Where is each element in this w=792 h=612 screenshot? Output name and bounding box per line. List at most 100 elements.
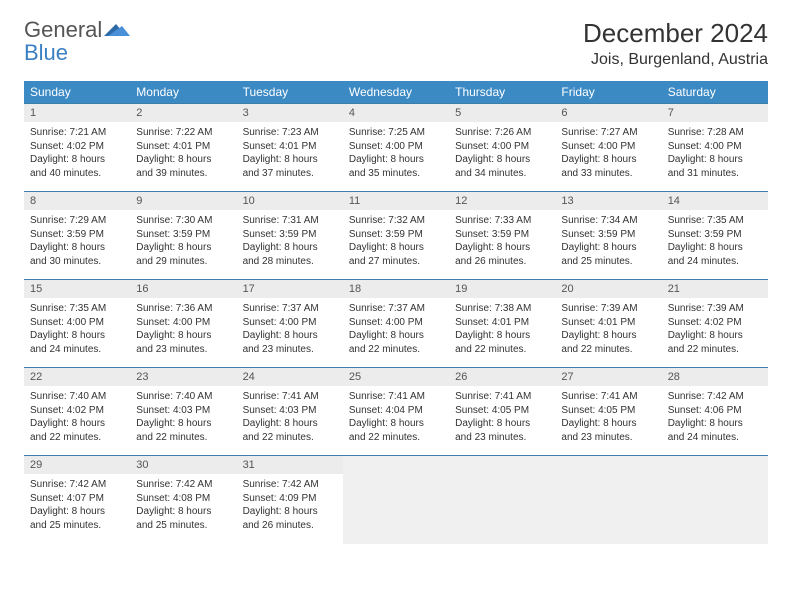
sunrise-text: Sunrise: 7:40 AM [30, 390, 124, 404]
weekday-header: Monday [130, 81, 236, 104]
sunrise-text: Sunrise: 7:29 AM [30, 214, 124, 228]
sunrise-text: Sunrise: 7:31 AM [243, 214, 337, 228]
calendar-cell: 15Sunrise: 7:35 AMSunset: 4:00 PMDayligh… [24, 280, 130, 368]
sunset-text: Sunset: 4:00 PM [668, 140, 762, 154]
day-number: 30 [130, 456, 236, 474]
day-details: Sunrise: 7:41 AMSunset: 4:03 PMDaylight:… [237, 386, 343, 450]
day-number: 23 [130, 368, 236, 386]
day-details: Sunrise: 7:40 AMSunset: 4:02 PMDaylight:… [24, 386, 130, 450]
calendar-cell: 26Sunrise: 7:41 AMSunset: 4:05 PMDayligh… [449, 368, 555, 456]
calendar-table: Sunday Monday Tuesday Wednesday Thursday… [24, 81, 768, 544]
day-number: 17 [237, 280, 343, 298]
sunrise-text: Sunrise: 7:35 AM [30, 302, 124, 316]
day-number: 16 [130, 280, 236, 298]
day-details: Sunrise: 7:38 AMSunset: 4:01 PMDaylight:… [449, 298, 555, 362]
day-number: 27 [555, 368, 661, 386]
day-number: 24 [237, 368, 343, 386]
sunset-text: Sunset: 4:00 PM [349, 316, 443, 330]
daylight-text: Daylight: 8 hours and 23 minutes. [561, 417, 655, 444]
sunset-text: Sunset: 3:59 PM [455, 228, 549, 242]
sunrise-text: Sunrise: 7:42 AM [30, 478, 124, 492]
title-block: December 2024 Jois, Burgenland, Austria [583, 18, 768, 69]
weekday-header: Friday [555, 81, 661, 104]
daylight-text: Daylight: 8 hours and 23 minutes. [136, 329, 230, 356]
day-details: Sunrise: 7:32 AMSunset: 3:59 PMDaylight:… [343, 210, 449, 274]
day-details: Sunrise: 7:36 AMSunset: 4:00 PMDaylight:… [130, 298, 236, 362]
day-details: Sunrise: 7:42 AMSunset: 4:07 PMDaylight:… [24, 474, 130, 538]
day-number: 5 [449, 104, 555, 122]
logo-line1: General [24, 18, 102, 41]
day-details: Sunrise: 7:34 AMSunset: 3:59 PMDaylight:… [555, 210, 661, 274]
day-details: Sunrise: 7:41 AMSunset: 4:05 PMDaylight:… [449, 386, 555, 450]
day-number: 12 [449, 192, 555, 210]
daylight-text: Daylight: 8 hours and 26 minutes. [455, 241, 549, 268]
sunset-text: Sunset: 4:06 PM [668, 404, 762, 418]
day-details: Sunrise: 7:28 AMSunset: 4:00 PMDaylight:… [662, 122, 768, 186]
sunrise-text: Sunrise: 7:34 AM [561, 214, 655, 228]
daylight-text: Daylight: 8 hours and 29 minutes. [136, 241, 230, 268]
daylight-text: Daylight: 8 hours and 22 minutes. [349, 329, 443, 356]
sunset-text: Sunset: 4:00 PM [30, 316, 124, 330]
calendar-cell: 3Sunrise: 7:23 AMSunset: 4:01 PMDaylight… [237, 104, 343, 192]
calendar-cell [555, 456, 661, 544]
day-details: Sunrise: 7:26 AMSunset: 4:00 PMDaylight:… [449, 122, 555, 186]
daylight-text: Daylight: 8 hours and 22 minutes. [30, 417, 124, 444]
day-details: Sunrise: 7:35 AMSunset: 4:00 PMDaylight:… [24, 298, 130, 362]
calendar-cell [449, 456, 555, 544]
calendar-row: 29Sunrise: 7:42 AMSunset: 4:07 PMDayligh… [24, 456, 768, 544]
sunrise-text: Sunrise: 7:41 AM [243, 390, 337, 404]
day-details: Sunrise: 7:21 AMSunset: 4:02 PMDaylight:… [24, 122, 130, 186]
logo-line2: Blue [24, 41, 102, 64]
calendar-cell: 12Sunrise: 7:33 AMSunset: 3:59 PMDayligh… [449, 192, 555, 280]
sunset-text: Sunset: 4:03 PM [243, 404, 337, 418]
day-details: Sunrise: 7:23 AMSunset: 4:01 PMDaylight:… [237, 122, 343, 186]
sunrise-text: Sunrise: 7:35 AM [668, 214, 762, 228]
sunrise-text: Sunrise: 7:26 AM [455, 126, 549, 140]
daylight-text: Daylight: 8 hours and 31 minutes. [668, 153, 762, 180]
daylight-text: Daylight: 8 hours and 22 minutes. [243, 417, 337, 444]
sunset-text: Sunset: 4:01 PM [243, 140, 337, 154]
day-details: Sunrise: 7:42 AMSunset: 4:06 PMDaylight:… [662, 386, 768, 450]
weekday-header: Thursday [449, 81, 555, 104]
calendar-cell [662, 456, 768, 544]
daylight-text: Daylight: 8 hours and 24 minutes. [30, 329, 124, 356]
day-number: 8 [24, 192, 130, 210]
day-number: 22 [24, 368, 130, 386]
sunset-text: Sunset: 3:59 PM [243, 228, 337, 242]
day-number: 20 [555, 280, 661, 298]
weekday-header: Sunday [24, 81, 130, 104]
sunrise-text: Sunrise: 7:41 AM [561, 390, 655, 404]
calendar-cell: 13Sunrise: 7:34 AMSunset: 3:59 PMDayligh… [555, 192, 661, 280]
sunset-text: Sunset: 3:59 PM [349, 228, 443, 242]
sunrise-text: Sunrise: 7:37 AM [349, 302, 443, 316]
calendar-cell: 22Sunrise: 7:40 AMSunset: 4:02 PMDayligh… [24, 368, 130, 456]
daylight-text: Daylight: 8 hours and 22 minutes. [136, 417, 230, 444]
day-details: Sunrise: 7:25 AMSunset: 4:00 PMDaylight:… [343, 122, 449, 186]
calendar-cell: 10Sunrise: 7:31 AMSunset: 3:59 PMDayligh… [237, 192, 343, 280]
day-number: 9 [130, 192, 236, 210]
day-number: 10 [237, 192, 343, 210]
sunrise-text: Sunrise: 7:22 AM [136, 126, 230, 140]
daylight-text: Daylight: 8 hours and 34 minutes. [455, 153, 549, 180]
sunset-text: Sunset: 4:00 PM [349, 140, 443, 154]
calendar-cell: 9Sunrise: 7:30 AMSunset: 3:59 PMDaylight… [130, 192, 236, 280]
daylight-text: Daylight: 8 hours and 23 minutes. [455, 417, 549, 444]
day-details: Sunrise: 7:39 AMSunset: 4:01 PMDaylight:… [555, 298, 661, 362]
sunset-text: Sunset: 4:02 PM [30, 404, 124, 418]
sunrise-text: Sunrise: 7:37 AM [243, 302, 337, 316]
sunrise-text: Sunrise: 7:41 AM [349, 390, 443, 404]
calendar-cell: 21Sunrise: 7:39 AMSunset: 4:02 PMDayligh… [662, 280, 768, 368]
day-details: Sunrise: 7:35 AMSunset: 3:59 PMDaylight:… [662, 210, 768, 274]
sunrise-text: Sunrise: 7:25 AM [349, 126, 443, 140]
calendar-cell: 25Sunrise: 7:41 AMSunset: 4:04 PMDayligh… [343, 368, 449, 456]
day-number: 13 [555, 192, 661, 210]
calendar-cell: 28Sunrise: 7:42 AMSunset: 4:06 PMDayligh… [662, 368, 768, 456]
daylight-text: Daylight: 8 hours and 39 minutes. [136, 153, 230, 180]
sunset-text: Sunset: 4:08 PM [136, 492, 230, 506]
sunset-text: Sunset: 4:04 PM [349, 404, 443, 418]
calendar-cell: 29Sunrise: 7:42 AMSunset: 4:07 PMDayligh… [24, 456, 130, 544]
day-number: 31 [237, 456, 343, 474]
day-details: Sunrise: 7:37 AMSunset: 4:00 PMDaylight:… [343, 298, 449, 362]
calendar-cell: 18Sunrise: 7:37 AMSunset: 4:00 PMDayligh… [343, 280, 449, 368]
calendar-cell: 1Sunrise: 7:21 AMSunset: 4:02 PMDaylight… [24, 104, 130, 192]
